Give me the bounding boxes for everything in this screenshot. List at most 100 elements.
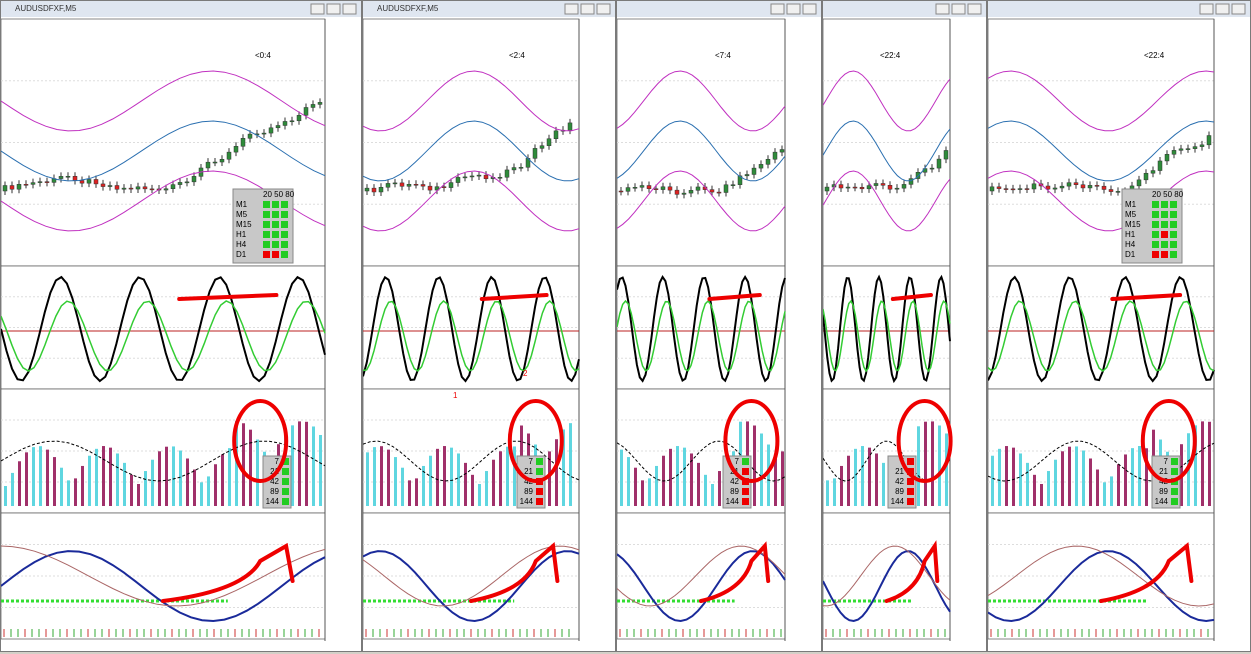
candle bbox=[653, 188, 659, 190]
adx-bar bbox=[655, 465, 658, 506]
adx-line bbox=[1, 440, 326, 482]
adx-period: 89 bbox=[270, 487, 279, 496]
adx-bar bbox=[123, 462, 126, 506]
candle bbox=[1073, 182, 1079, 185]
adx-bar bbox=[499, 451, 502, 506]
adx-period: 42 bbox=[730, 477, 739, 486]
adx-bar bbox=[242, 423, 245, 506]
rsi-line bbox=[823, 550, 951, 623]
adx-bar bbox=[53, 457, 56, 506]
adx-bar bbox=[1026, 462, 1029, 506]
red-annotation bbox=[1110, 293, 1183, 301]
price-label: <7:4 bbox=[715, 51, 731, 60]
candle bbox=[289, 120, 295, 123]
tf-status bbox=[263, 251, 270, 258]
adx-bar bbox=[457, 453, 460, 506]
adx-bar bbox=[555, 439, 558, 506]
adx-period: 89 bbox=[730, 487, 739, 496]
window-button bbox=[802, 3, 817, 15]
adx-bar bbox=[882, 462, 885, 506]
candle bbox=[385, 183, 391, 188]
window-button bbox=[596, 3, 611, 15]
window-button bbox=[310, 3, 325, 15]
indicator-line bbox=[988, 170, 1215, 232]
candle bbox=[674, 189, 680, 195]
candle bbox=[894, 187, 900, 190]
adx-bar bbox=[683, 447, 686, 506]
adx-bar bbox=[144, 471, 147, 506]
window-button bbox=[342, 3, 357, 15]
adx-bar bbox=[408, 480, 411, 506]
adx-bar bbox=[1138, 446, 1141, 506]
tf-row-label: H4 bbox=[236, 240, 247, 249]
candle bbox=[539, 145, 545, 149]
candle bbox=[65, 175, 71, 178]
adx-bar bbox=[291, 425, 294, 506]
candle bbox=[915, 172, 921, 179]
adx-bar bbox=[774, 457, 777, 506]
adx-bar bbox=[249, 429, 252, 506]
adx-bar bbox=[39, 446, 42, 506]
candle bbox=[845, 186, 851, 189]
red-circle bbox=[507, 399, 564, 483]
tf-status bbox=[272, 231, 279, 238]
adx-bar bbox=[634, 467, 637, 506]
candle bbox=[303, 107, 309, 116]
candle bbox=[275, 125, 281, 129]
candle bbox=[1087, 185, 1093, 189]
candle bbox=[744, 174, 750, 177]
window-button bbox=[770, 3, 785, 15]
candle bbox=[9, 185, 15, 190]
red-arrow bbox=[884, 540, 940, 603]
adx-status bbox=[907, 458, 914, 465]
tf-status bbox=[1152, 221, 1159, 228]
red-annotation bbox=[890, 293, 933, 301]
candle bbox=[58, 176, 64, 179]
candle bbox=[170, 184, 176, 189]
candle bbox=[483, 174, 489, 180]
adx-bar bbox=[221, 454, 224, 506]
tf-status bbox=[1161, 201, 1168, 208]
tf-status bbox=[1170, 201, 1177, 208]
adx-bar bbox=[11, 472, 14, 506]
candle bbox=[142, 186, 148, 190]
window-button bbox=[1215, 3, 1230, 15]
candle bbox=[887, 185, 893, 190]
adx-bar bbox=[711, 483, 714, 506]
adx-bar bbox=[938, 425, 941, 506]
adx-bar bbox=[833, 478, 836, 506]
adx-bar bbox=[214, 464, 217, 506]
candle bbox=[44, 181, 50, 183]
tf-row-label: H1 bbox=[236, 230, 247, 239]
candle bbox=[135, 186, 141, 190]
adx-period: 21 bbox=[895, 467, 904, 476]
candle bbox=[1052, 187, 1058, 190]
rsi-line bbox=[363, 545, 580, 607]
adx-status bbox=[536, 468, 543, 475]
red-circle bbox=[896, 399, 953, 483]
adx-bar bbox=[158, 451, 161, 506]
candle bbox=[1178, 148, 1184, 151]
candle bbox=[128, 187, 134, 190]
adx-bar bbox=[387, 449, 390, 506]
adx-bar bbox=[429, 455, 432, 506]
adx-status bbox=[536, 498, 543, 505]
candle bbox=[772, 151, 778, 160]
adx-bar bbox=[401, 467, 404, 506]
candle bbox=[310, 104, 316, 108]
adx-bar bbox=[1012, 447, 1015, 506]
candle bbox=[219, 159, 225, 163]
red-circle bbox=[1140, 399, 1197, 483]
adx-status bbox=[742, 488, 749, 495]
candle bbox=[709, 189, 715, 193]
tf-status bbox=[281, 231, 288, 238]
adx-bar bbox=[25, 452, 28, 506]
adx-bar bbox=[1054, 459, 1057, 506]
rsi-line bbox=[617, 550, 786, 623]
candle bbox=[532, 148, 538, 159]
adx-bar bbox=[1103, 482, 1106, 506]
adx-bar bbox=[868, 447, 871, 506]
candle bbox=[723, 184, 729, 193]
adx-bar bbox=[464, 462, 467, 506]
